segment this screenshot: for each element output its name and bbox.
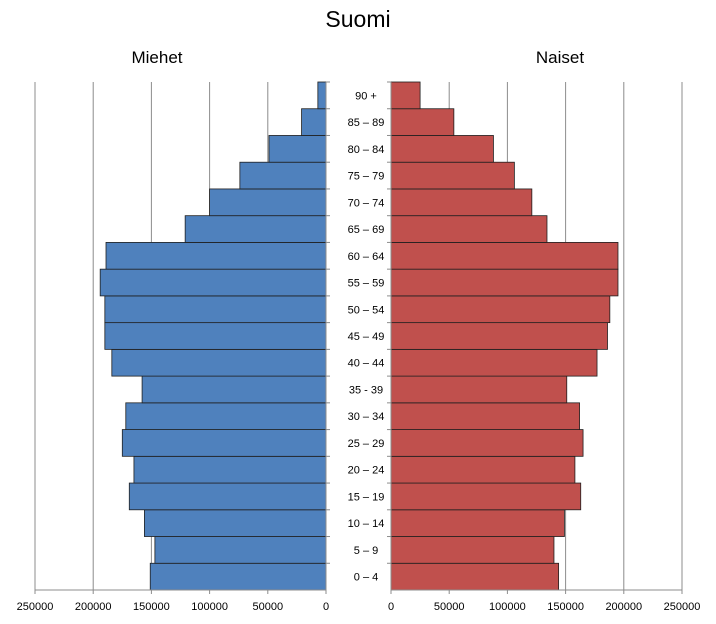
bar-men [209,188,327,217]
right-tick-label: 200000 [605,601,642,613]
left-tick-label: 50000 [253,601,284,613]
bar-men [239,161,327,190]
bar-women [390,536,555,564]
age-group-label: 45 – 49 [348,331,385,343]
bar-women [390,509,565,537]
bar-women [390,161,515,190]
bar-men [125,402,327,430]
age-group-label: 75 – 79 [348,171,385,183]
bar-men [99,268,327,297]
bar-men [301,108,327,136]
left-tick-label: 200000 [75,601,112,613]
age-group-label: 60 – 64 [348,251,385,263]
age-group-label: 10 – 14 [348,518,385,530]
left-tick-label: 0 [323,601,329,613]
right-tick-label: 150000 [547,601,584,613]
bar-women [390,215,548,243]
bar-men [105,242,327,270]
bar-women [390,135,494,163]
legend-label-men: Miehet [131,48,182,67]
bar-men [149,562,327,591]
right-tick-label: 50000 [434,601,465,613]
legend-label-women: Naiset [536,48,584,67]
bar-women [390,482,582,511]
left-tick-label: 250000 [17,601,54,613]
bar-women [390,188,533,217]
left-tick-label: 150000 [133,601,170,613]
bar-men [104,295,327,324]
bar-women [390,108,455,136]
bar-women [390,562,560,591]
bar-women [390,375,568,404]
age-group-label: 90 + [355,90,377,102]
bar-men [121,429,327,457]
right-tick-label: 0 [388,601,394,613]
bar-women [390,402,580,430]
bar-men [144,509,327,537]
men-bars [99,81,327,591]
bar-men [111,348,327,377]
bar-women [390,455,576,484]
age-group-label: 5 – 9 [354,545,378,557]
age-group-label: 30 – 34 [348,411,385,423]
age-group-label: 85 – 89 [348,117,385,129]
bar-women [390,268,619,297]
bar-men [128,482,327,511]
women-bars [390,81,619,591]
bar-men [104,322,327,350]
left-axis-ticks: 250000 200000 150000 100000 50000 0 [17,589,329,613]
age-group-label: 15 – 19 [348,491,385,503]
left-tick-label: 100000 [191,601,228,613]
bar-men [141,375,327,404]
bar-women [390,295,611,324]
age-group-labels: 0 – 4 5 – 9 10 – 14 15 – 19 20 – 24 25 – 29 30… [325,81,392,590]
age-group-label: 40 – 44 [348,358,385,370]
age-group-label: 35 - 39 [349,384,383,396]
right-axis-ticks: 0 50000 100000 150000 200000 250000 [388,589,701,613]
bar-women [390,81,421,110]
age-group-label: 0 – 4 [354,572,378,584]
age-group-label: 25 – 29 [348,438,385,450]
bar-men [268,135,327,163]
age-group-label: 80 – 84 [348,144,385,156]
chart-title: Suomi [325,6,390,32]
right-tick-label: 100000 [489,601,526,613]
age-group-label: 20 – 24 [348,465,385,477]
age-group-label: 70 – 74 [348,197,385,209]
bar-men [184,215,327,243]
bar-men [317,81,327,110]
age-group-label: 65 – 69 [348,224,385,236]
right-tick-label: 250000 [664,601,701,613]
bar-men [133,455,327,484]
bar-men [154,536,327,564]
bar-women [390,242,619,270]
bar-women [390,348,598,377]
age-group-label: 55 – 59 [348,278,385,290]
bar-women [390,429,584,457]
bar-women [390,322,608,350]
age-group-label: 50 – 54 [348,304,385,316]
